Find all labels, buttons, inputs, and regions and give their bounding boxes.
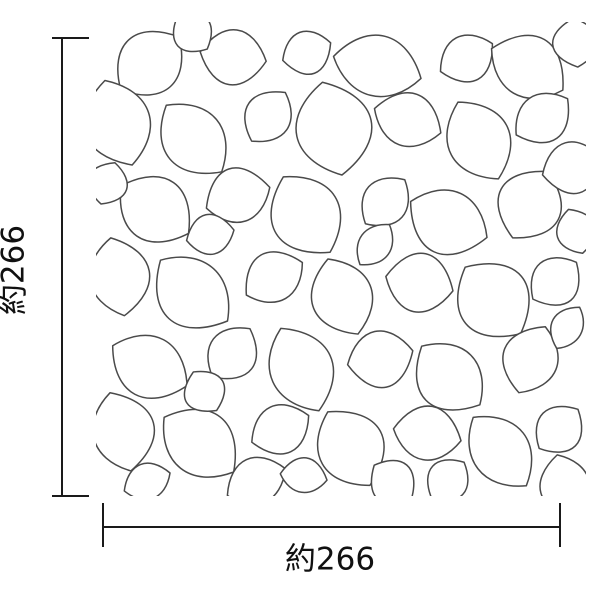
tile-shape [518,245,586,319]
tile-shape [299,248,386,346]
tile-shape [182,210,238,260]
horizontal-dimension-label: 約266 [284,541,376,578]
vertical-dimension-line [61,38,63,497]
tile-shape [347,215,403,275]
tile-shape [536,134,586,201]
tile-shape [96,156,133,210]
tile-shape [550,203,586,259]
tile-shape [118,456,177,496]
tile-shape [197,159,277,232]
tile-shape [416,448,479,496]
tile-shape [195,315,271,393]
tile-shape [551,22,586,69]
vertical-dimension-cap-top [52,37,89,39]
tile-shape [389,400,466,465]
horizontal-dimension-line [103,526,561,528]
tile-shape [396,176,499,270]
tile-pattern-field [96,22,586,496]
tile-shape [430,24,504,93]
tile-shape [135,238,247,349]
tile-shape [276,24,339,82]
tile-shape [342,325,419,395]
tile-shape [366,82,450,157]
tile-shape [254,314,349,423]
horizontal-dimension-cap-right [559,503,561,547]
tile-shape [96,71,162,176]
tile-group [96,22,586,496]
tile-shape [287,74,381,183]
vertical-dimension-label: 約266 [0,224,32,316]
vertical-dimension-cap-bottom [52,495,89,497]
horizontal-dimension-cap-left [102,503,104,547]
tile-shape [196,25,270,89]
tile-shape [349,165,422,239]
tile-shape [478,22,580,114]
tile-shape [242,394,319,465]
tile-shape [96,232,156,320]
tile-shape [278,455,329,496]
tile-shape [397,326,500,430]
tile-shape [232,79,303,154]
tile-shape [175,361,234,421]
tile-shape [359,449,425,496]
tile-shape [301,394,401,496]
tile-shape [492,316,570,403]
tile-pattern-svg [96,22,586,496]
tile-shape [542,299,586,356]
tile-shape [327,25,429,106]
tile-shape [163,22,222,62]
tile-shape [451,399,549,496]
tile-shape [532,448,586,496]
tile-shape [253,159,359,271]
tile-shape [233,239,314,315]
tile-shape [524,394,586,466]
tile-shape [503,80,582,156]
tile-shape [380,247,459,319]
tile-shape [431,87,527,193]
